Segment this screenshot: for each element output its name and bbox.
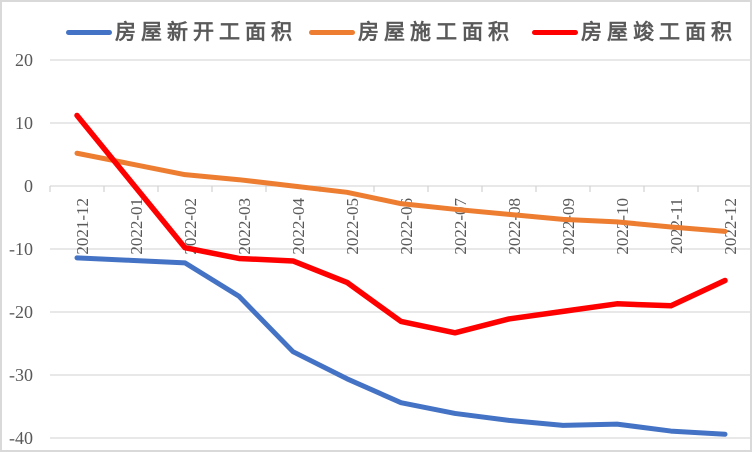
legend-label-completions: 房屋竣工面积	[581, 20, 737, 44]
x-axis-tick-label: 2022-06	[397, 198, 416, 255]
x-axis-tick-label: 2022-09	[559, 198, 578, 255]
series-line-under-construction	[74, 150, 728, 234]
x-axis-tick-label: 2022-01	[127, 198, 146, 255]
legend-item-new-starts: 房屋新开工面积	[66, 19, 297, 45]
x-axis-tick-label: 2022-05	[343, 198, 362, 255]
y-axis-tick-label: 20	[15, 50, 33, 70]
legend-line-swatch-under-construction	[309, 29, 355, 35]
x-axis-tick-label: 2022-08	[505, 198, 524, 255]
y-axis-tick-label: -40	[9, 428, 33, 448]
x-axis-tick-label: 2022-12	[721, 198, 740, 255]
y-axis-tick-label: -30	[9, 365, 33, 385]
x-axis-tick-label: 2022-07	[451, 198, 470, 255]
x-axis-tick-label: 2022-04	[289, 198, 308, 255]
legend-label-new-starts: 房屋新开工面积	[115, 20, 297, 44]
legend-item-completions: 房屋竣工面积	[532, 19, 737, 45]
y-axis-tick-label: -10	[9, 239, 33, 259]
legend-label-under-construction: 房屋施工面积	[358, 20, 514, 44]
y-axis-tick-label: -20	[9, 302, 33, 322]
x-axis-tick-label: 2022-02	[181, 198, 200, 255]
x-axis-tick-label: 2022-10	[613, 198, 632, 255]
x-axis-tick-label: 2022-03	[235, 198, 254, 255]
series-line-new-starts	[74, 255, 728, 437]
x-axis-tick-label: 2021-12	[73, 198, 92, 255]
legend-line-swatch-new-starts	[66, 29, 112, 35]
series-line-completions	[74, 112, 728, 336]
legend-item-under-construction: 房屋施工面积	[309, 19, 514, 45]
y-axis-tick-label: 0	[24, 176, 33, 196]
y-axis-tick-label: 10	[15, 113, 33, 133]
legend-line-swatch-completions	[532, 29, 578, 35]
